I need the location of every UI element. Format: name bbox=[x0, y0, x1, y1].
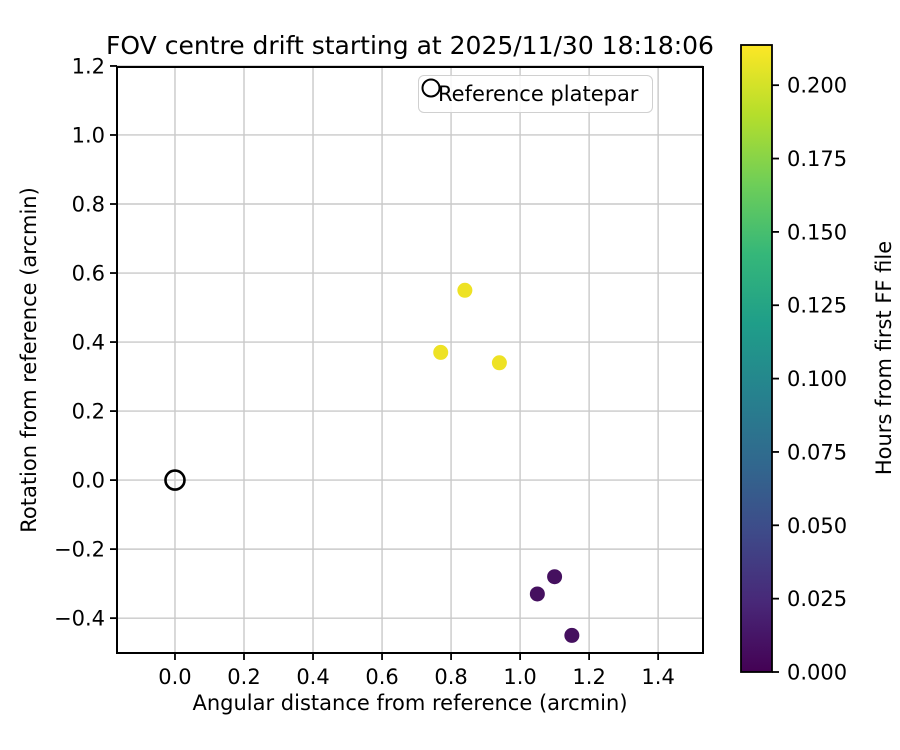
x-tick-label: 1.4 bbox=[641, 665, 674, 689]
colorbar-tick-label: 0.075 bbox=[787, 440, 847, 464]
y-tick-label: 0.8 bbox=[72, 193, 105, 217]
colorbar-tick-label: 0.025 bbox=[787, 587, 847, 611]
x-tick-label: 0.2 bbox=[227, 665, 260, 689]
colorbar-tick-label: 0.125 bbox=[787, 294, 847, 318]
chart-title: FOV centre drift starting at 2025/11/30 … bbox=[106, 31, 714, 60]
colorbar-tick-label: 0.150 bbox=[787, 220, 847, 244]
x-tick-label: 0.0 bbox=[158, 665, 191, 689]
x-axis-label: Angular distance from reference (arcmin) bbox=[192, 691, 627, 715]
y-tick-label: −0.4 bbox=[54, 607, 105, 631]
colorbar-tick-label: 0.200 bbox=[787, 74, 847, 98]
reference-marker-layer bbox=[164, 469, 186, 491]
grid-layer bbox=[117, 65, 703, 653]
open-circle-marker-icon bbox=[421, 78, 441, 98]
colorbar-tick-label: 0.100 bbox=[787, 367, 847, 391]
scatter-point bbox=[457, 282, 473, 298]
y-tick-label: 1.0 bbox=[72, 123, 105, 147]
scatter-point bbox=[491, 355, 507, 371]
scatter-point bbox=[529, 586, 545, 602]
y-tick-label: 0.4 bbox=[72, 331, 105, 355]
scatter-point bbox=[547, 569, 563, 585]
y-tick-label: 0.2 bbox=[72, 400, 105, 424]
x-axis-ticks: 0.0 0.2 0.4 0.6 0.8 1.0 1.2 1.4 bbox=[158, 653, 675, 689]
colorbar-label: Hours from first FF file bbox=[872, 241, 896, 475]
colorbar-tick-label: 0.175 bbox=[787, 147, 847, 171]
x-tick-label: 0.4 bbox=[296, 665, 329, 689]
colorbar-tick-label: 0.050 bbox=[787, 514, 847, 538]
y-axis-ticks: −0.4 −0.2 0.0 0.2 0.4 0.6 0.8 1.0 1.2 bbox=[54, 54, 117, 631]
colorbar-tick-label: 0.000 bbox=[787, 661, 847, 685]
colorbar-ticks: 0.000 0.025 0.050 0.075 0.100 0.125 0.150 0.175… bbox=[772, 74, 847, 685]
x-tick-label: 1.0 bbox=[503, 665, 536, 689]
reference-platepar-marker bbox=[164, 469, 186, 491]
y-tick-label: 0.0 bbox=[72, 469, 105, 493]
scatter-points-layer bbox=[433, 282, 580, 643]
scatter-point bbox=[433, 344, 449, 360]
y-axis-label: Rotation from reference (arcmin) bbox=[17, 187, 41, 533]
y-tick-label: 0.6 bbox=[72, 262, 105, 286]
plot-border bbox=[116, 66, 704, 654]
y-tick-label: 1.2 bbox=[72, 54, 105, 78]
y-tick-label: −0.2 bbox=[54, 538, 105, 562]
colorbar-gradient-bar bbox=[740, 44, 773, 673]
x-tick-label: 0.6 bbox=[365, 665, 398, 689]
colorbar: 0.000 0.025 0.050 0.075 0.100 0.125 0.150 0.175… bbox=[740, 44, 896, 685]
legend: Reference platepar bbox=[418, 75, 654, 113]
scatter-point bbox=[564, 627, 580, 643]
legend-label: Reference platepar bbox=[438, 82, 639, 106]
x-tick-label: 0.8 bbox=[434, 665, 467, 689]
x-tick-label: 1.2 bbox=[572, 665, 605, 689]
